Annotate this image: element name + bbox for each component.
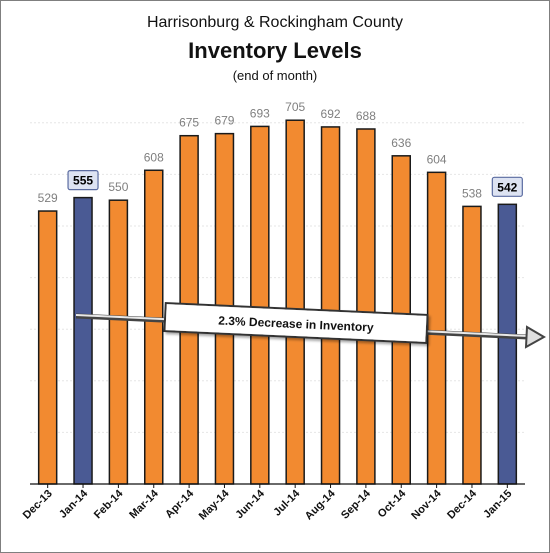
bar-jul-14 <box>285 119 305 485</box>
bar-feb-14 <box>108 199 129 485</box>
x-tick-label: Mar-14 <box>127 487 161 521</box>
value-label: 675 <box>179 116 199 130</box>
value-label: 679 <box>214 114 234 128</box>
bar-jan-14 <box>73 196 93 485</box>
x-tick-label: Dec-13 <box>21 488 55 522</box>
value-label: 636 <box>391 136 411 150</box>
value-label-box <box>67 170 99 191</box>
trend-annotation: 2.3% Decrease in Inventory <box>75 302 547 349</box>
x-tick-label: Jun-14 <box>233 487 267 521</box>
chart-supertitle: Harrisonburg & Rockingham County <box>146 14 404 31</box>
bars <box>37 119 518 485</box>
value-label-box <box>491 176 523 197</box>
value-label: 538 <box>462 186 482 200</box>
x-tick-label: Jul-14 <box>271 487 303 519</box>
x-tick-label: Aug-14 <box>303 487 338 522</box>
x-axis: Dec-13 Jan-14 Feb-14 Mar-14 Apr-14 May-14 Jun-… <box>21 483 525 522</box>
value-labels: 529 555 550 608 675 679 693 705 692 688 636 604 538 5… <box>38 100 523 205</box>
chart-title: Inventory Levels <box>188 38 362 63</box>
value-label: 692 <box>321 107 341 121</box>
value-label: 555 <box>73 174 93 188</box>
x-tick-label: Apr-14 <box>163 487 197 521</box>
x-tick-label: May-14 <box>197 487 232 522</box>
value-label: 529 <box>38 191 58 205</box>
annotation-box: 2.3% Decrease in Inventory <box>163 302 429 344</box>
value-label: 688 <box>356 109 376 123</box>
value-label: 608 <box>144 150 164 164</box>
x-tick-label: Oct-14 <box>376 487 409 520</box>
value-label: 550 <box>108 180 128 194</box>
value-label: 693 <box>250 106 270 120</box>
chart-subtitle: (end of month) <box>232 68 318 83</box>
x-tick-label: Jan-14 <box>57 487 91 521</box>
bar-mar-14 <box>144 169 164 485</box>
bar-sep-14 <box>356 128 376 485</box>
x-tick-label: Sep-14 <box>339 487 374 522</box>
x-tick-label: Feb-14 <box>92 487 126 521</box>
x-tick-label: Jan-15 <box>481 488 514 521</box>
bar-jun-14 <box>250 125 270 485</box>
bar-jan-15 <box>497 203 518 485</box>
bar-aug-14 <box>320 126 341 485</box>
bar-nov-14 <box>426 171 447 485</box>
value-label: 604 <box>427 152 447 166</box>
value-label: 542 <box>497 180 517 194</box>
x-tick-label: Dec-14 <box>445 487 480 522</box>
bar-dec-13 <box>37 210 58 485</box>
x-tick-label: Nov-14 <box>409 487 444 522</box>
bar-dec-14 <box>462 205 482 485</box>
trend-arrow-head <box>524 325 547 349</box>
value-label: 705 <box>285 100 305 114</box>
gridlines <box>30 122 525 433</box>
